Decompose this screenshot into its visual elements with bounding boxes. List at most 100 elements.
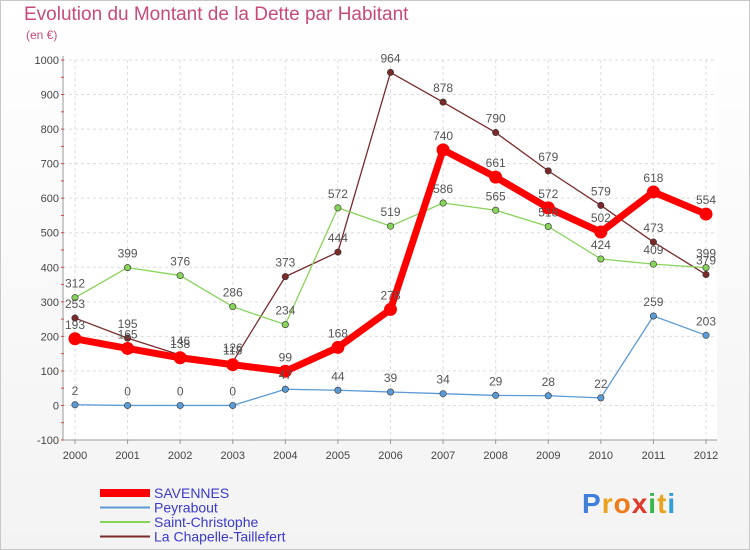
x-tick-label: 2001 [115, 450, 139, 462]
data-point [281, 273, 289, 281]
data-point [71, 401, 79, 409]
data-label: 740 [433, 129, 453, 143]
chart-subtitle: (en €) [26, 28, 58, 42]
data-point [649, 260, 657, 268]
y-tick-label: -100 [37, 435, 59, 447]
data-point [331, 340, 345, 354]
data-label: 22 [594, 377, 608, 391]
data-point [541, 201, 555, 215]
data-point [281, 385, 289, 393]
data-label: 47 [279, 368, 293, 382]
data-label: 373 [275, 256, 295, 270]
logo-letter: x [631, 488, 649, 519]
y-tick-label: 0 [53, 400, 59, 412]
logo-letter: o [613, 488, 632, 519]
data-label: 44 [331, 369, 345, 383]
data-label: 376 [170, 255, 190, 269]
data-label: 399 [118, 247, 138, 261]
data-label: 99 [279, 350, 293, 364]
data-label: 878 [433, 81, 453, 95]
data-point [544, 167, 552, 175]
data-label: 168 [328, 326, 348, 340]
data-label: 312 [65, 277, 85, 291]
data-label: 409 [643, 243, 663, 257]
legend-label: SAVENNES [154, 485, 229, 501]
data-point [597, 255, 605, 263]
data-label: 0 [177, 384, 184, 398]
data-label: 28 [542, 375, 556, 389]
legend-label: Peyrabout [154, 500, 218, 516]
x-tick-label: 2012 [694, 450, 718, 462]
data-label: 29 [489, 374, 503, 388]
data-point [384, 302, 397, 316]
data-label: 165 [118, 327, 138, 341]
data-label: 195 [118, 317, 138, 331]
data-label: 679 [538, 150, 558, 164]
data-point [334, 386, 342, 394]
x-tick-label: 2002 [168, 450, 192, 462]
data-point [71, 314, 79, 322]
data-point [124, 334, 132, 342]
data-label: 278 [380, 288, 400, 302]
data-label: 234 [275, 304, 295, 318]
data-label: 502 [591, 211, 611, 225]
data-point [649, 238, 657, 246]
data-point [124, 264, 132, 272]
data-point [176, 401, 184, 409]
data-point [121, 341, 135, 355]
data-point [229, 303, 237, 311]
x-tick-label: 2011 [642, 450, 666, 462]
x-tick-label: 2006 [378, 450, 402, 462]
data-point [492, 129, 500, 137]
data-label: 286 [223, 286, 243, 300]
data-point [597, 394, 605, 402]
data-point [226, 358, 240, 372]
y-tick-label: 900 [41, 90, 59, 102]
data-label: 193 [65, 318, 85, 332]
y-tick-label: 800 [41, 124, 59, 136]
data-point [489, 170, 503, 184]
data-point [386, 68, 394, 76]
x-tick-label: 2000 [63, 450, 87, 462]
data-point [176, 272, 184, 280]
data-label: 964 [380, 51, 400, 65]
data-point [439, 199, 447, 207]
data-point [702, 331, 710, 339]
data-label: 138 [170, 337, 190, 351]
data-label: 146 [170, 334, 190, 348]
x-tick-label: 2004 [273, 450, 297, 462]
data-point [71, 294, 79, 302]
data-point [436, 143, 450, 157]
proxiti-logo: Proxiti [582, 488, 676, 520]
data-point [544, 223, 552, 231]
data-label: 518 [538, 206, 558, 220]
data-label: 565 [486, 189, 506, 203]
data-point [597, 201, 605, 209]
logo-letter: t [657, 488, 668, 519]
data-label: 661 [486, 156, 506, 170]
data-point [386, 388, 394, 396]
data-label: 259 [643, 295, 663, 309]
data-label: 444 [328, 231, 348, 245]
data-label: 126 [223, 341, 243, 355]
data-label: 519 [380, 205, 400, 219]
data-label: 790 [486, 112, 506, 126]
data-label: 379 [696, 254, 716, 268]
logo-letter: r [601, 488, 614, 519]
data-point [281, 321, 289, 329]
data-point [702, 271, 710, 279]
data-point [646, 185, 660, 199]
data-label: 424 [591, 238, 611, 252]
y-tick-label: 300 [41, 297, 59, 309]
x-tick-label: 2007 [431, 450, 455, 462]
data-label: 473 [643, 221, 663, 235]
data-point [699, 207, 713, 221]
y-tick-label: 100 [41, 366, 59, 378]
x-tick-label: 2010 [589, 450, 613, 462]
data-label: 586 [433, 182, 453, 196]
data-label: 0 [124, 384, 131, 398]
plot-area [63, 60, 717, 440]
data-label: 118 [223, 344, 242, 358]
data-label: 203 [696, 314, 716, 328]
data-point [544, 392, 552, 400]
